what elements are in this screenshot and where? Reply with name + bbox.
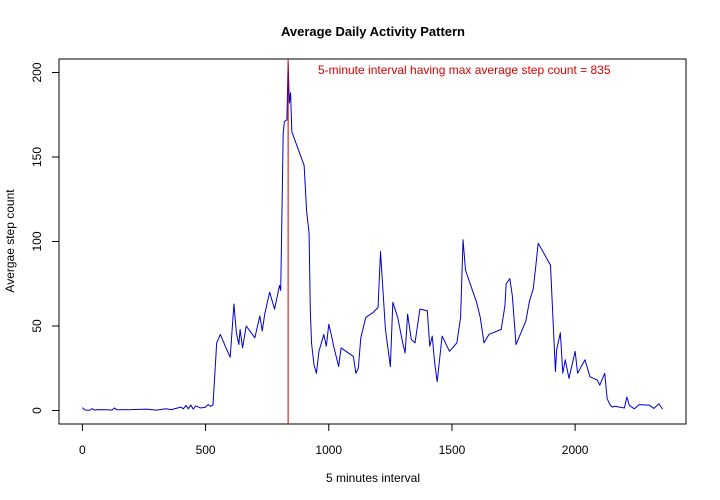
y-tick-label: 0 — [30, 407, 44, 414]
x-tick-label: 1500 — [439, 443, 466, 457]
plot-frame — [58, 58, 687, 425]
y-tick-label: 200 — [30, 62, 44, 82]
y-tick-label: 50 — [30, 319, 44, 333]
y-tick-label: 150 — [30, 147, 44, 167]
y-tick-label: 100 — [30, 231, 44, 251]
x-tick-label: 1000 — [315, 443, 342, 457]
series-line — [82, 61, 664, 411]
y-axis: 0 50 100 150 200 — [30, 62, 60, 414]
plot-marks — [82, 59, 664, 424]
max-interval-annotation: 5-minute interval having max average ste… — [318, 63, 611, 77]
chart-title: Average Daily Activity Pattern — [281, 24, 465, 39]
y-axis-label: Avergae step count — [3, 189, 17, 293]
x-tick-label: 0 — [79, 443, 86, 457]
x-axis-label: 5 minutes interval — [326, 471, 420, 485]
x-tick-label: 500 — [196, 443, 216, 457]
x-axis: 0 500 1000 1500 2000 — [79, 423, 589, 457]
x-tick-label: 2000 — [562, 443, 589, 457]
